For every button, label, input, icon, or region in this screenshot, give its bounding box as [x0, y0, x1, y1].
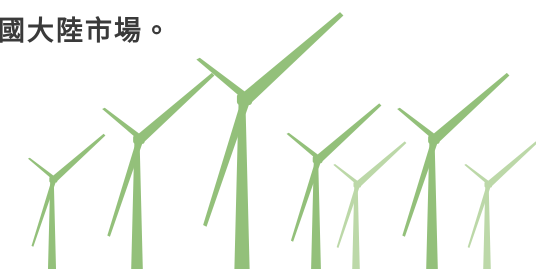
turbine	[102, 73, 214, 269]
turbine	[28, 134, 105, 269]
page: 國大陸市場。 (() => { const data = JSON.parse(…	[0, 0, 536, 269]
headline: 國大陸市場。	[0, 15, 172, 46]
turbine	[397, 73, 509, 269]
turbine	[196, 12, 343, 269]
turbine	[287, 103, 382, 269]
turbine	[464, 141, 536, 269]
turbine	[333, 141, 406, 269]
wind-turbines	[28, 12, 536, 269]
slide: 國大陸市場。	[0, 0, 536, 269]
